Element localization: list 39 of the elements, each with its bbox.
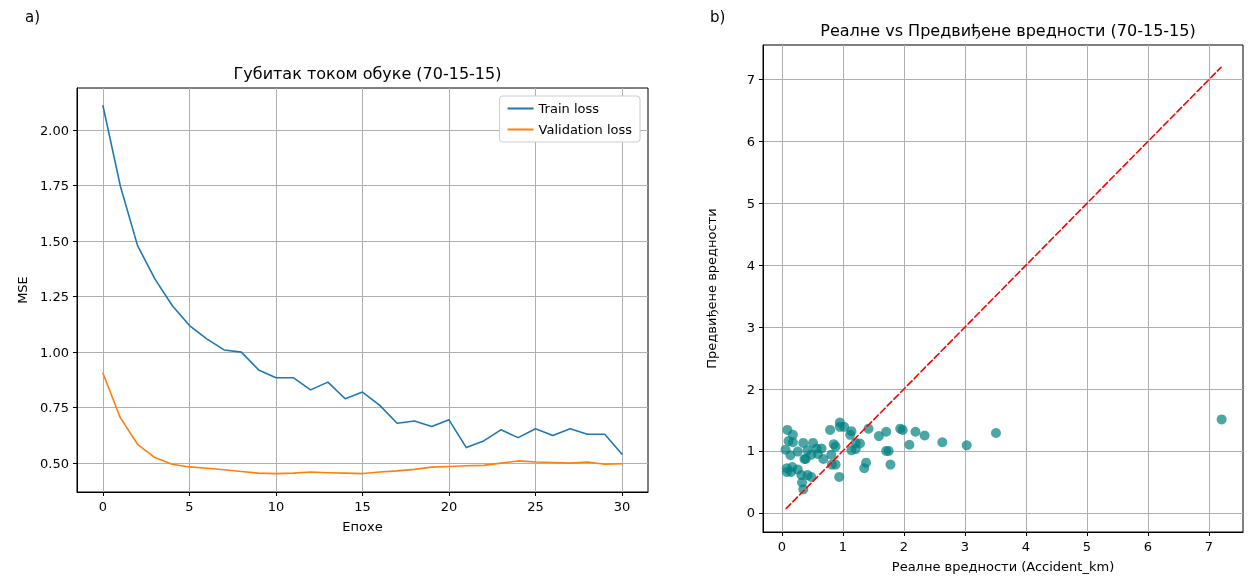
x-tick-label: 4	[1021, 539, 1031, 554]
y-tick-label: 2	[746, 381, 755, 397]
y-tick-label: 7	[746, 72, 755, 88]
y-tick-label: 3	[746, 319, 755, 335]
x-tick-label: 2	[899, 539, 909, 554]
x-axis-title: Реалне вредности (Accident_km)	[891, 559, 1115, 574]
y-tick-label: 4	[746, 257, 755, 273]
y-axis-title: MSE	[15, 276, 31, 304]
x-tick-label: 0	[777, 539, 787, 554]
x-tick-label: 1	[838, 539, 848, 554]
y-tick-label: 6	[746, 134, 755, 150]
y-tick-label: 5	[746, 195, 755, 211]
y-tick-label: 0.50	[40, 455, 69, 471]
x-tick-label: 5	[1082, 539, 1091, 554]
y-tick-label: 1.50	[40, 233, 69, 249]
x-tick-label: 0	[98, 499, 108, 514]
legend-label: Validation loss	[538, 122, 633, 137]
y-tick-label: 1	[746, 443, 755, 459]
y-tick-label: 1.25	[40, 289, 69, 305]
x-tick-label: 10	[267, 499, 285, 514]
x-tick-label: 6	[1143, 539, 1152, 554]
text: a)	[25, 8, 41, 26]
legend-label: Train loss	[537, 101, 600, 116]
x-tick-label: 15	[354, 499, 371, 514]
x-tick-label: 25	[527, 499, 544, 514]
y-tick-label: 2.00	[40, 122, 69, 138]
x-axis-title: Епохе	[342, 519, 383, 534]
y-tick-label: 0.75	[40, 400, 69, 416]
x-tick-label: 5	[185, 499, 194, 514]
y-axis-title: Предвиђене вредности	[704, 208, 719, 369]
chart-title: Реалне vs Предвиђене вредности (70-15-15)	[820, 20, 1196, 40]
x-tick-label: 7	[1204, 539, 1213, 554]
x-tick-label: 3	[960, 539, 970, 554]
chart-title: Губитак током обуке (70-15-15)	[233, 63, 502, 83]
x-tick-label: 30	[613, 499, 631, 514]
y-tick-label: 1.00	[40, 344, 69, 360]
y-tick-label: 1.75	[40, 178, 69, 194]
text: b)	[710, 8, 726, 26]
x-tick-label: 20	[440, 499, 458, 514]
